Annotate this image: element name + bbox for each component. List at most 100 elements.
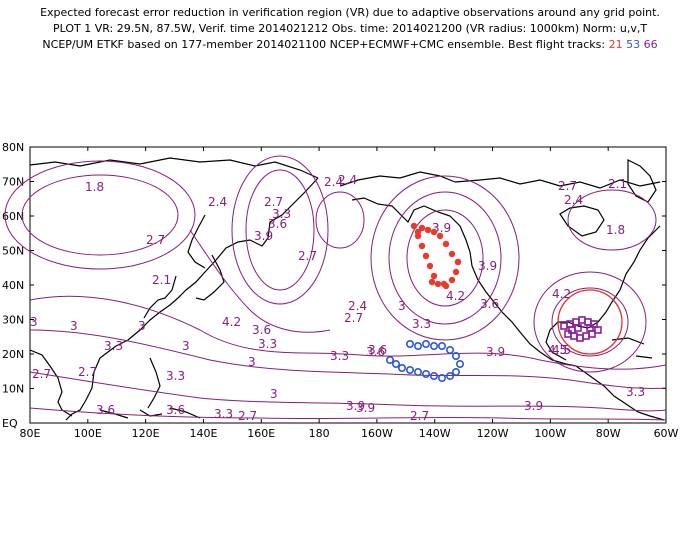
coast-okhotsk (187, 214, 206, 269)
lon-label: 180 (309, 427, 330, 440)
contour-4-5-vr (551, 287, 629, 357)
lon-label: 160E (247, 427, 275, 440)
track-53-point (429, 341, 438, 350)
lat-label: 30N (2, 314, 24, 327)
coast-japan (195, 254, 225, 301)
lon-label: 160W (361, 427, 393, 440)
contour-label: 3.3 (412, 317, 431, 331)
contour-label: 3.9 (524, 399, 543, 413)
track-c-label: 66 (643, 38, 658, 51)
track-66-point (564, 330, 572, 338)
track-53-point (429, 371, 438, 380)
track-66-point (594, 326, 602, 334)
lat-label: EQ (2, 417, 18, 430)
track-53-point (445, 345, 454, 354)
contour-4-2-mid (189, 229, 331, 333)
lon-label: 80W (596, 427, 621, 440)
lat-axis-labels: 80N 70N 60N 50N 40N 30N 20N 10N EQ (2, 141, 24, 430)
track-21-point (434, 280, 442, 288)
contour-labels: 1.82.42.42.73.33.63.92.72.11.82.12.4 2.73… (30, 173, 645, 423)
lon-label: 120W (477, 427, 509, 440)
contour-3-6-band (29, 371, 667, 412)
header-line-1: Expected forecast error reduction in ver… (40, 6, 660, 19)
coast-india (29, 349, 73, 417)
track-53-point (445, 371, 454, 380)
track-53-point (451, 351, 460, 360)
contour-label: 3.9 (478, 259, 497, 273)
coast-east-asia (99, 177, 319, 359)
coast-greenland (627, 159, 657, 203)
track-53-point (421, 369, 430, 378)
track-66-point (582, 332, 590, 340)
track-66-point (588, 330, 596, 338)
lon-label: 60W (654, 427, 679, 440)
lat-label: 20N (2, 348, 24, 361)
track-53-point (385, 355, 394, 364)
contour-label: 3 (30, 315, 38, 329)
lon-label: 100W (534, 427, 566, 440)
lat-label: 70N (2, 176, 24, 189)
contour-label: 2.4 (208, 195, 227, 209)
flight-track-53 (385, 339, 464, 382)
contour-label: 3.6 (96, 403, 115, 417)
track-21-point (454, 258, 462, 266)
contour-label: 3 (270, 387, 278, 401)
track-53-point (437, 341, 446, 350)
contour-label: 3.3 (258, 337, 277, 351)
contour-label: 2.7 (146, 233, 165, 247)
contour-label: 2.7 (410, 409, 429, 423)
contour-label: 2.7 (78, 365, 97, 379)
contour-label: 3 (138, 319, 146, 333)
track-66-point (590, 320, 598, 328)
contour-label: 3.6 (368, 343, 387, 357)
contour-mid-nw (231, 155, 329, 305)
lat-label: 60N (2, 210, 24, 223)
header-line-3: NCEP/UM ETKF based on 177-member 2014021… (0, 38, 700, 51)
track-21-point (436, 232, 444, 240)
track-21-point (426, 262, 434, 270)
contour-label: 2.1 (608, 177, 627, 191)
header-line-3-text: NCEP/UM ETKF based on 177-member 2014021… (42, 38, 606, 51)
contour-label: 1.8 (606, 223, 625, 237)
contour-label: 4.5 (552, 343, 571, 357)
contour-label: 2.4 (338, 173, 357, 187)
coast-na-west (449, 215, 577, 367)
coast-hudson-bay (559, 205, 605, 237)
track-21-point (424, 226, 432, 234)
track-a-label: 21 (608, 38, 623, 51)
contour-label: 2.7 (558, 179, 577, 193)
track-66-point (576, 334, 584, 342)
contour-label: 3.6 (166, 403, 185, 417)
track-21-point (440, 280, 448, 288)
contour-label: 2.7 (264, 195, 283, 209)
contour-2-7-band (29, 407, 667, 421)
contour-label: 3.6 (268, 217, 287, 231)
coast-siberia (29, 157, 319, 179)
contour-label: 2.4 (348, 299, 367, 313)
track-21-point (418, 242, 426, 250)
flight-track-66 (560, 316, 602, 342)
contour-2-4-centre (315, 191, 365, 249)
track-21-point (448, 250, 456, 258)
contour-label: 3.9 (356, 401, 375, 415)
contour-label: 3 (398, 299, 406, 313)
contour-label: 3.9 (346, 399, 365, 413)
contour-label: 2.7 (344, 311, 363, 325)
contour-high-nw (245, 169, 315, 291)
track-53-point (421, 339, 430, 348)
lon-axis-labels: 80E 100E 120E 140E 160E 180 160W 140W 120W 100W 80… (20, 427, 679, 440)
contour-2-1-west (4, 160, 196, 270)
track-21-point (448, 276, 456, 284)
track-53-point (397, 363, 406, 372)
coast-alaska-north (339, 171, 456, 187)
track-66-point (568, 326, 576, 334)
contour-label: 3 (70, 319, 78, 333)
contour-label: 2.1 (152, 273, 171, 287)
contour-label: 1.8 (85, 180, 104, 194)
contour-label: 4.2 (552, 287, 571, 301)
track-21-point (410, 222, 418, 230)
track-21-point (414, 228, 422, 236)
contour-label: 3.3 (330, 349, 349, 363)
lon-label: 80E (20, 427, 41, 440)
track-53-point (437, 373, 446, 382)
